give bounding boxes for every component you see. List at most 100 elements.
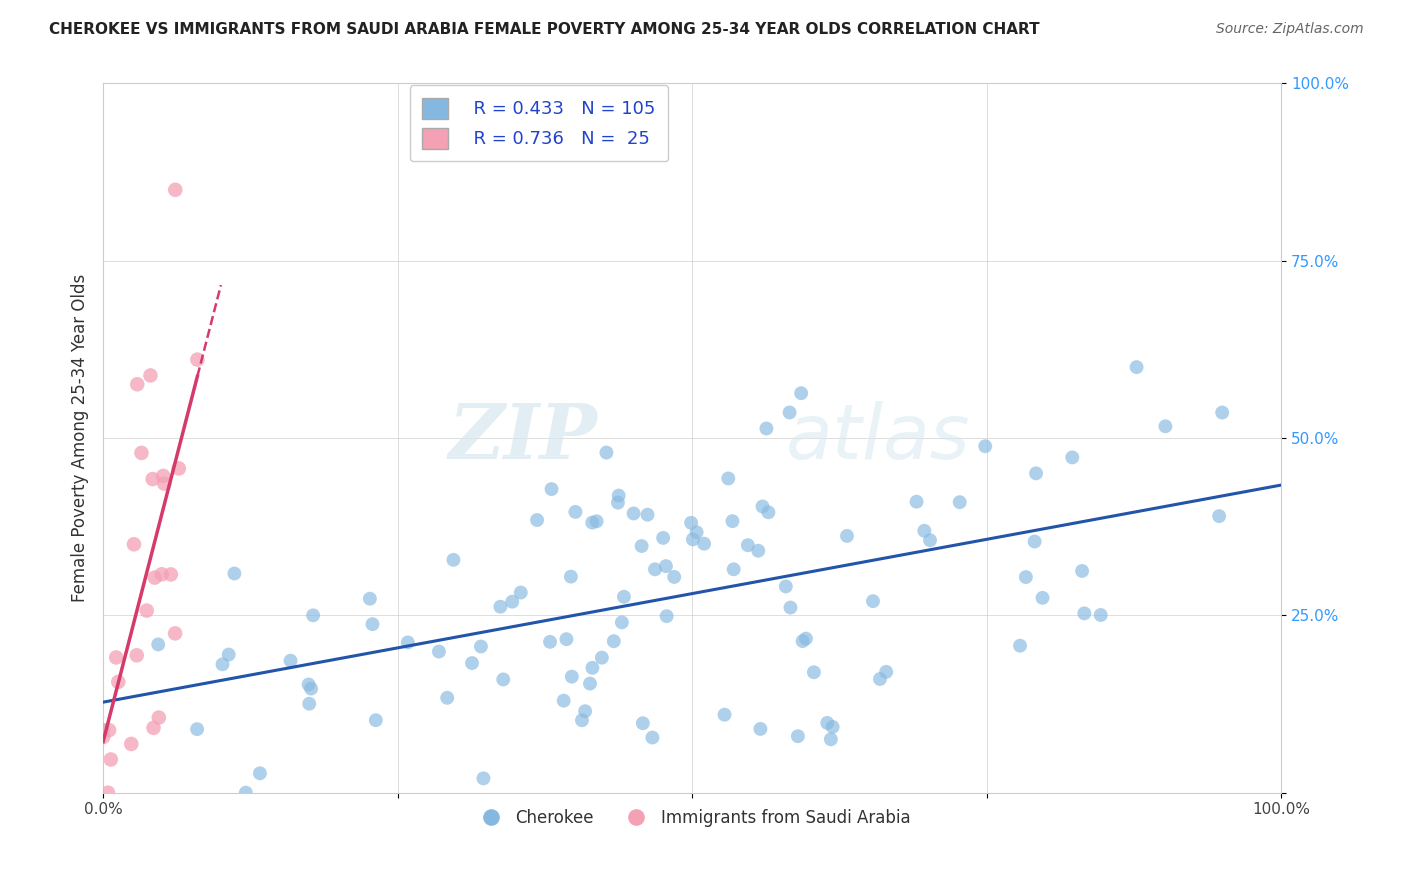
- Point: [869, 672, 891, 686]
- Point: [1024, 534, 1046, 549]
- Point: [821, 720, 844, 734]
- Point: [160, 567, 183, 582]
- Point: [644, 562, 666, 576]
- Point: [1208, 509, 1230, 524]
- Point: [631, 716, 654, 731]
- Point: [150, 567, 173, 582]
- Point: [107, 674, 129, 689]
- Point: [186, 722, 208, 736]
- Point: [803, 665, 825, 680]
- Point: [758, 505, 780, 519]
- Point: [652, 531, 675, 545]
- Point: [139, 368, 162, 383]
- Point: [186, 352, 208, 367]
- Point: [779, 405, 801, 419]
- Point: [560, 569, 582, 583]
- Point: [538, 635, 561, 649]
- Point: [122, 537, 145, 551]
- Point: [713, 707, 735, 722]
- Point: [792, 634, 814, 648]
- Point: [91, 730, 114, 744]
- Point: [1008, 639, 1031, 653]
- Point: [135, 604, 157, 618]
- Point: [918, 533, 941, 548]
- Point: [1073, 607, 1095, 621]
- Point: [152, 469, 174, 483]
- Point: [553, 693, 575, 707]
- Point: [606, 496, 628, 510]
- Point: [571, 713, 593, 727]
- Point: [211, 657, 233, 672]
- Legend: Cherokee, Immigrants from Saudi Arabia: Cherokee, Immigrants from Saudi Arabia: [467, 803, 917, 834]
- Point: [396, 635, 419, 649]
- Y-axis label: Female Poverty Among 25-34 Year Olds: Female Poverty Among 25-34 Year Olds: [72, 274, 89, 602]
- Point: [105, 650, 128, 665]
- Point: [794, 632, 817, 646]
- Point: [98, 723, 121, 738]
- Point: [581, 661, 603, 675]
- Point: [561, 670, 583, 684]
- Point: [1025, 467, 1047, 481]
- Point: [302, 608, 325, 623]
- Point: [224, 566, 246, 581]
- Text: ZIP: ZIP: [449, 401, 598, 475]
- Point: [721, 514, 744, 528]
- Point: [127, 377, 149, 392]
- Point: [682, 533, 704, 547]
- Point: [555, 632, 578, 647]
- Point: [974, 439, 997, 453]
- Point: [526, 513, 548, 527]
- Point: [1031, 591, 1053, 605]
- Point: [737, 538, 759, 552]
- Point: [218, 648, 240, 662]
- Point: [100, 752, 122, 766]
- Text: Source: ZipAtlas.com: Source: ZipAtlas.com: [1216, 22, 1364, 37]
- Point: [167, 461, 190, 475]
- Text: atlas: atlas: [786, 401, 972, 475]
- Point: [875, 665, 897, 679]
- Point: [862, 594, 884, 608]
- Point: [280, 654, 302, 668]
- Point: [779, 600, 801, 615]
- Point: [595, 445, 617, 459]
- Point: [1211, 405, 1233, 419]
- Point: [641, 731, 664, 745]
- Point: [364, 713, 387, 727]
- Point: [489, 599, 512, 614]
- Point: [655, 609, 678, 624]
- Point: [664, 570, 686, 584]
- Point: [443, 553, 465, 567]
- Point: [427, 644, 450, 658]
- Point: [1090, 607, 1112, 622]
- Point: [835, 529, 858, 543]
- Point: [235, 786, 257, 800]
- Point: [723, 562, 745, 576]
- Point: [470, 640, 492, 654]
- Point: [613, 590, 636, 604]
- Point: [623, 507, 645, 521]
- Point: [581, 516, 603, 530]
- Point: [603, 634, 626, 648]
- Point: [564, 505, 586, 519]
- Point: [912, 524, 935, 538]
- Point: [775, 579, 797, 593]
- Point: [143, 571, 166, 585]
- Point: [148, 710, 170, 724]
- Point: [717, 471, 740, 485]
- Point: [1062, 450, 1084, 465]
- Point: [681, 516, 703, 530]
- Point: [492, 673, 515, 687]
- Point: [749, 722, 772, 736]
- Point: [125, 648, 148, 663]
- Point: [97, 786, 120, 800]
- Point: [579, 676, 602, 690]
- Point: [299, 681, 322, 696]
- Point: [1071, 564, 1094, 578]
- Point: [747, 543, 769, 558]
- Point: [591, 650, 613, 665]
- Point: [655, 559, 678, 574]
- Point: [630, 539, 652, 553]
- Point: [751, 500, 773, 514]
- Point: [165, 626, 187, 640]
- Point: [815, 715, 838, 730]
